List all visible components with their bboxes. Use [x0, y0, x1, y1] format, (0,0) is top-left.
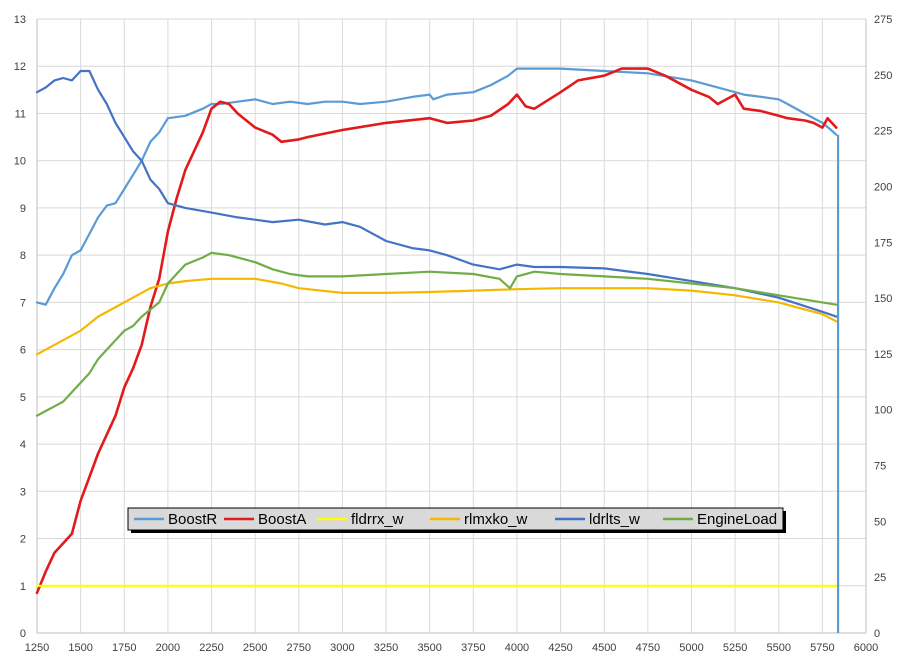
y-right-tick-label: 275 — [874, 14, 892, 26]
series-line-engineload — [35, 251, 838, 417]
y-left-tick-label: 10 — [14, 156, 26, 168]
y-left-tick-label: 11 — [15, 108, 26, 120]
y-left-tick-label: 8 — [20, 250, 26, 262]
x-tick-label: 4500 — [592, 642, 616, 654]
x-tick-label: 3000 — [330, 642, 354, 654]
legend-label-boosta: BoostA — [258, 511, 306, 528]
y-left-tick-label: 0 — [20, 628, 26, 640]
x-tick-label: 5500 — [766, 642, 790, 654]
legend-label-boostr: BoostR — [168, 511, 217, 528]
y-left-tick-label: 6 — [20, 345, 26, 357]
legend-label-fldrrx-w: fldrrx_w — [351, 511, 404, 528]
series-line-rlmxko-w — [35, 277, 838, 356]
y-right-tick-label: 200 — [874, 181, 892, 193]
x-tick-label: 5000 — [679, 642, 703, 654]
y-axis-right-ticks: 0 25 50 75 100 125 150 175 200 225 250 275 — [874, 14, 892, 640]
x-tick-label: 3250 — [374, 642, 398, 654]
series-line-boostr — [35, 67, 838, 306]
x-tick-label: 2500 — [243, 642, 267, 654]
x-tick-label: 4750 — [636, 642, 660, 654]
x-tick-label: 5250 — [723, 642, 747, 654]
legend-label-engineload: EngineLoad — [697, 511, 777, 528]
y-right-tick-label: 175 — [874, 237, 892, 249]
y-left-tick-label: 3 — [20, 486, 26, 498]
y-left-tick-label: 4 — [20, 439, 26, 451]
y-right-tick-label: 125 — [874, 349, 892, 361]
y-left-tick-label: 1 — [20, 581, 26, 593]
legend-label-rlmxko-w: rlmxko_w — [464, 511, 528, 528]
y-left-tick-label: 13 — [14, 14, 26, 26]
y-right-tick-label: 150 — [874, 293, 892, 305]
y-left-tick-label: 12 — [14, 61, 26, 73]
series-line-ldrlts-w — [35, 69, 838, 318]
legend: BoostR BoostA fldrrx_w rlmxko_w ldrlts_w Engi… — [127, 507, 786, 533]
axes — [36, 19, 867, 634]
x-tick-label: 4250 — [548, 642, 572, 654]
x-tick-label: 1250 — [25, 642, 49, 654]
y-right-tick-label: 25 — [874, 572, 886, 584]
y-left-tick-label: 5 — [20, 392, 26, 404]
y-left-tick-label: 2 — [20, 534, 26, 546]
y-right-tick-label: 50 — [874, 516, 886, 528]
y-right-tick-label: 225 — [874, 126, 892, 138]
x-tick-label: 2750 — [287, 642, 311, 654]
y-right-tick-label: 0 — [874, 628, 880, 640]
series-lines — [35, 67, 838, 595]
series-line-boosta — [35, 67, 838, 595]
x-axis-ticks: 1250 1500 1750 2000 2250 2500 2750 3000 3250 3500… — [25, 642, 878, 654]
legend-label-ldrlts-w: ldrlts_w — [589, 511, 640, 528]
x-tick-label: 1500 — [68, 642, 92, 654]
x-tick-label: 6000 — [854, 642, 878, 654]
y-left-tick-label: 9 — [20, 203, 26, 215]
y-right-tick-label: 100 — [874, 405, 892, 417]
y-left-tick-label: 7 — [20, 297, 26, 309]
x-tick-label: 4000 — [505, 642, 529, 654]
x-tick-label: 3500 — [417, 642, 441, 654]
y-right-tick-label: 75 — [874, 461, 886, 473]
x-tick-label: 3750 — [461, 642, 485, 654]
gridlines — [36, 18, 867, 634]
x-tick-label: 2250 — [199, 642, 223, 654]
y-right-tick-label: 250 — [874, 70, 892, 82]
x-tick-label: 1750 — [112, 642, 136, 654]
x-tick-label: 5750 — [810, 642, 834, 654]
x-tick-label: 2000 — [156, 642, 180, 654]
